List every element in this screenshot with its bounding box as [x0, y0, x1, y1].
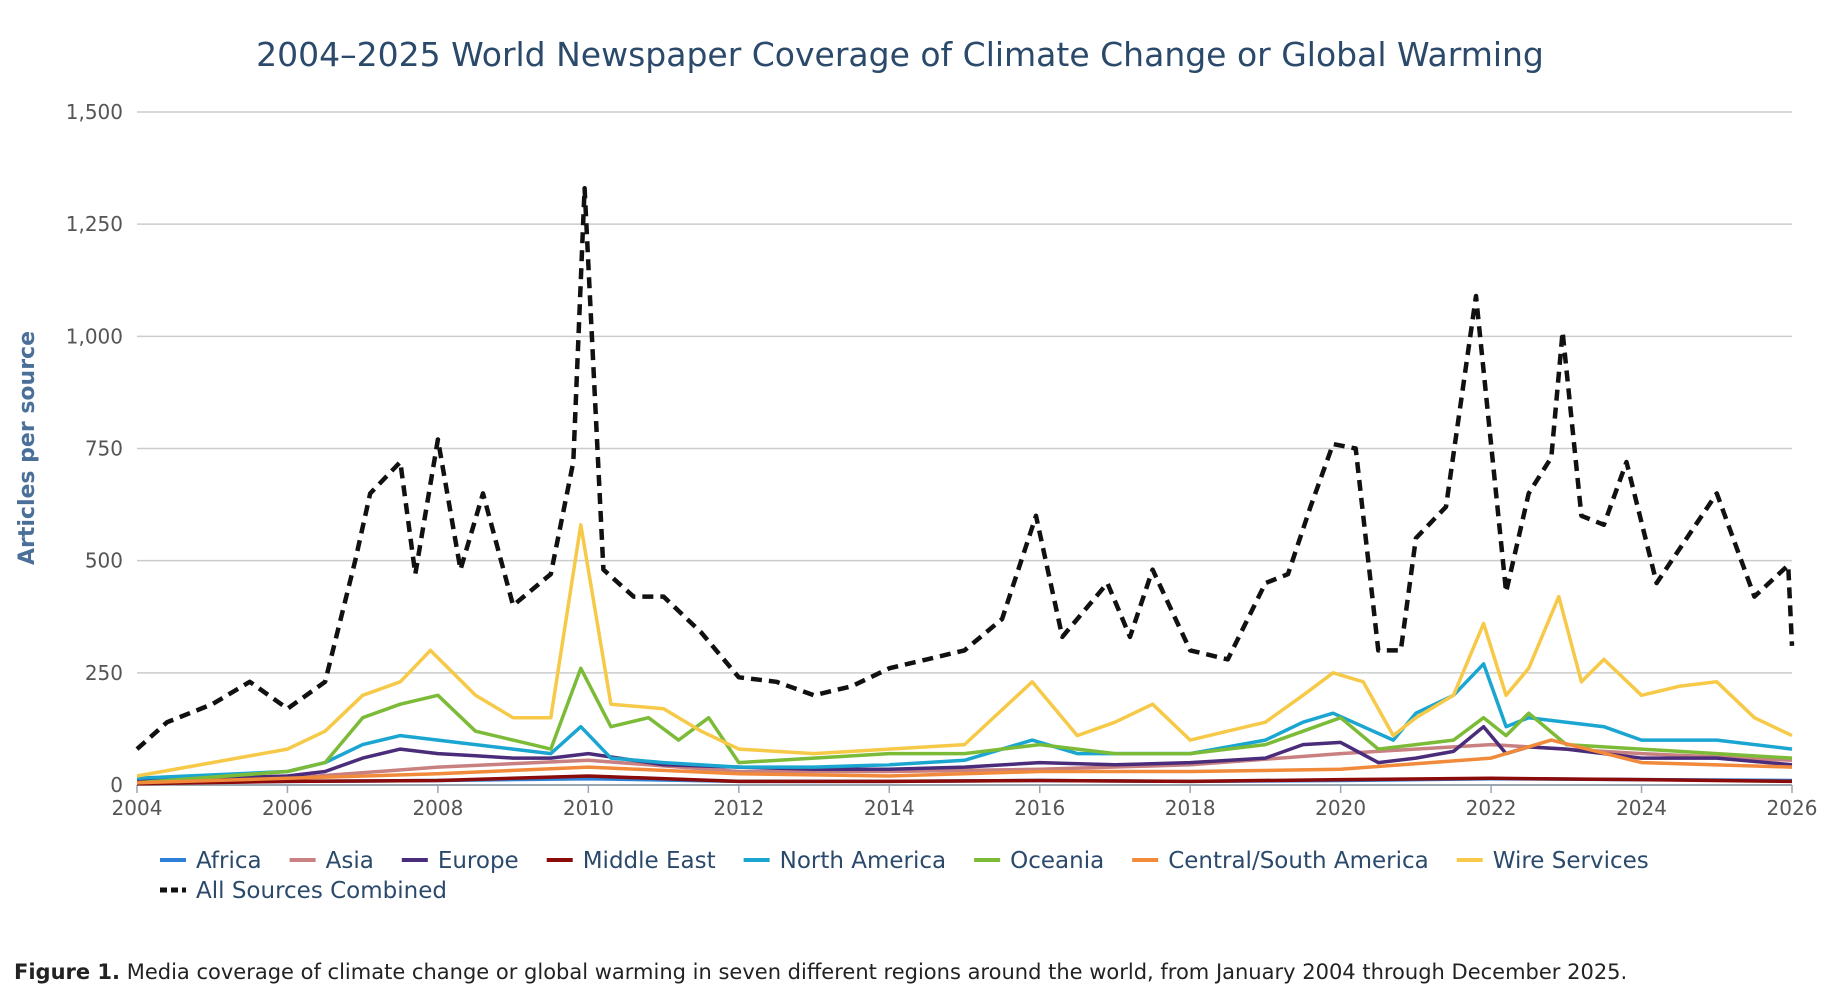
y-axis: 0 250 500 750 1,000 1,250 1,500	[66, 100, 123, 797]
legend-label: All Sources Combined	[196, 878, 447, 904]
legend-item-oceania[interactable]: Oceania	[974, 848, 1104, 874]
legend-label: Asia	[326, 848, 374, 874]
legend-item-europe[interactable]: Europe	[401, 848, 519, 874]
y-axis-title: Articles per source	[15, 331, 40, 565]
legend-label: Wire Services	[1493, 848, 1649, 874]
chart: 2004–2025 World Newspaper Coverage of Cl…	[15, 35, 1818, 904]
legend-label: Central/South America	[1168, 848, 1429, 874]
x-tick-label: 2020	[1315, 796, 1366, 820]
x-tick-label: 2004	[112, 796, 163, 820]
series-line-central-south-america	[136, 738, 1793, 785]
x-tick-label: 2018	[1165, 796, 1216, 820]
y-tick-label: 500	[85, 549, 123, 573]
y-tick-label: 750	[85, 437, 123, 461]
legend-item-asia[interactable]: Asia	[289, 848, 374, 874]
series-line-wire-services	[136, 523, 1793, 778]
series-line-all-sources-combined	[135, 186, 1795, 751]
legend-item-central-south-america[interactable]: Central/South America	[1132, 848, 1429, 874]
legend-label: Europe	[438, 848, 519, 874]
series-line-north-america	[136, 662, 1793, 781]
legend-label: Oceania	[1010, 848, 1104, 874]
y-tick-label: 250	[85, 661, 123, 685]
series-line-asia	[136, 742, 1793, 783]
legend-item-middle-east[interactable]: Middle East	[546, 848, 716, 874]
legend: Africa Asia Europe Middle East North America…	[160, 848, 1649, 904]
legend-item-wire-services[interactable]: Wire Services	[1456, 848, 1649, 874]
y-tick-label: 1,000	[66, 324, 123, 348]
caption-text: Media coverage of climate change or glob…	[120, 960, 1628, 984]
x-tick-label: 2016	[1014, 796, 1065, 820]
y-tick-label: 0	[110, 773, 123, 797]
series-line-oceania	[136, 666, 1793, 785]
x-tick-label: 2006	[262, 796, 313, 820]
chart-title: 2004–2025 World Newspaper Coverage of Cl…	[256, 35, 1544, 74]
y-tick-label: 1,250	[66, 212, 123, 236]
x-tick-label: 2014	[864, 796, 915, 820]
caption-label: Figure 1.	[14, 960, 121, 984]
x-tick-label: 2008	[412, 796, 463, 820]
series-line-middle-east	[136, 774, 1793, 786]
y-tick-label: 1,500	[66, 100, 123, 124]
figure-caption: Figure 1. Media coverage of climate chan…	[14, 960, 1824, 984]
x-tick-label: 2024	[1616, 796, 1667, 820]
x-tick-label: 2012	[713, 796, 764, 820]
legend-item-north-america[interactable]: North America	[743, 848, 947, 874]
series-layer	[135, 186, 1795, 786]
x-tick-label: 2026	[1767, 796, 1818, 820]
legend-label: Middle East	[583, 848, 716, 874]
legend-label: North America	[780, 848, 947, 874]
legend-item-africa[interactable]: Africa	[160, 848, 262, 874]
grid-lines	[137, 111, 1792, 786]
x-tick-label: 2022	[1466, 796, 1517, 820]
legend-label: Africa	[196, 848, 262, 874]
x-tick-label: 2010	[563, 796, 614, 820]
legend-item-all-sources-combined[interactable]: All Sources Combined	[160, 878, 447, 904]
x-axis: 2004 2006 2008 2010 2012 2014 2016 2018 2020 2022…	[112, 785, 1818, 820]
